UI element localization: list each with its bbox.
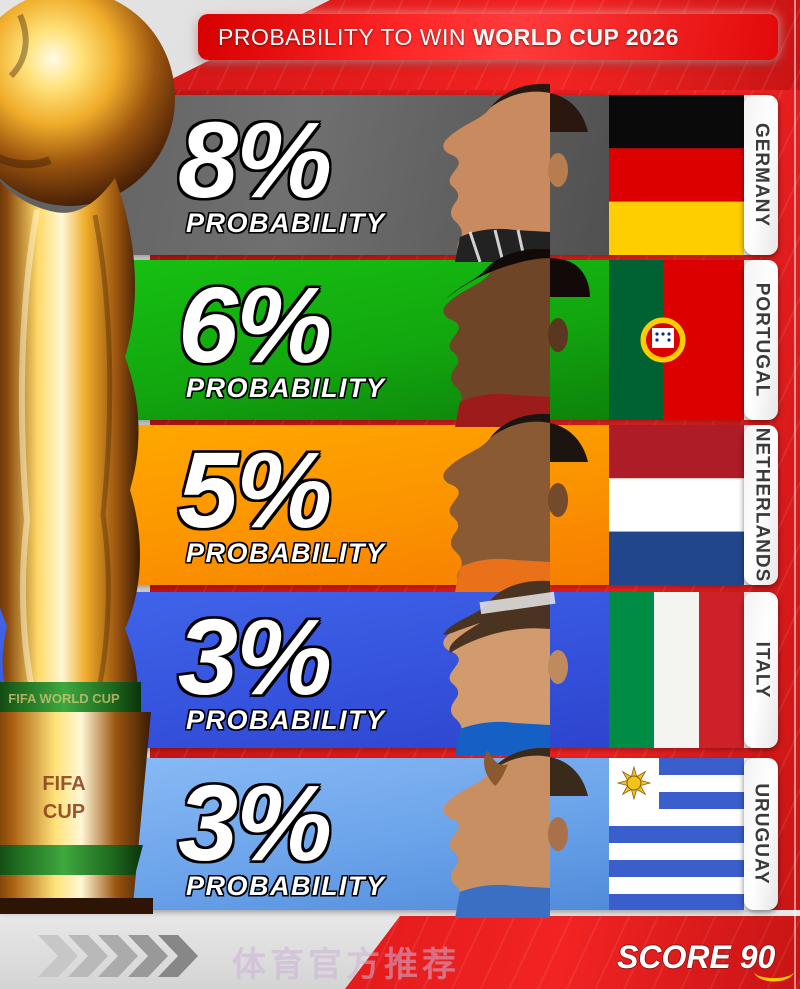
svg-text:FIFA: FIFA (42, 773, 85, 795)
svg-text:FIFA WORLD CUP: FIFA WORLD CUP (8, 691, 120, 706)
svg-text:CUP: CUP (43, 801, 85, 823)
